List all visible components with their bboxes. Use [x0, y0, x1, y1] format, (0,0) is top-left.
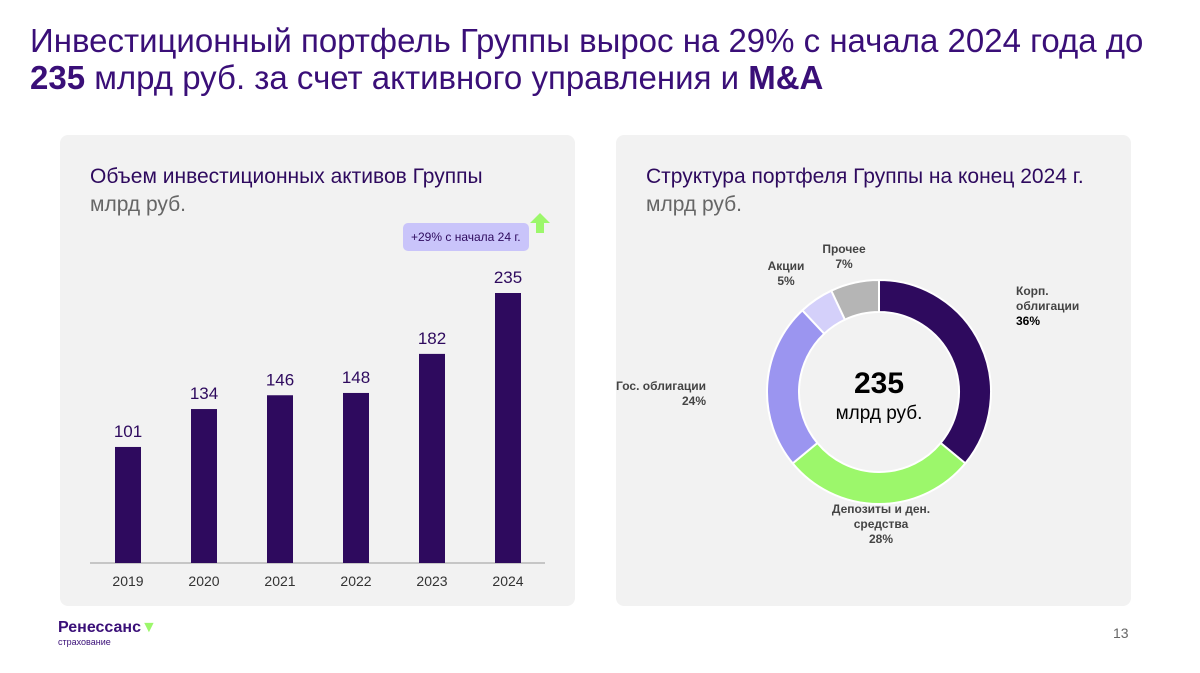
bar-value-label: 146 [266, 370, 294, 389]
up-arrow-icon [530, 213, 550, 233]
bar-chart-panel: Объем инвестиционных активов Группы млрд… [60, 135, 575, 606]
slice-label: Гос. облигации 24% [616, 379, 706, 408]
donut-slice [766, 308, 826, 465]
x-tick-label: 2020 [188, 573, 219, 589]
bar-value-label: 235 [494, 268, 522, 287]
slice-label-line: 5% [777, 274, 795, 288]
slice-label-line: Гос. облигации [616, 379, 706, 393]
slice-label-line: Корп. [1016, 284, 1049, 298]
donut-chart-unit: млрд руб. [646, 193, 743, 216]
slice-label: Акции 5% [768, 259, 805, 288]
donut-slice [829, 278, 880, 321]
donut-chart-title: Структура портфеля Группы на конец 2024 … [646, 165, 1084, 188]
x-tick-label: 2019 [112, 573, 143, 589]
bar-2022 [343, 392, 369, 563]
donut-chart-panel: Структура портфеля Группы на конец 2024 … [616, 135, 1131, 606]
company-logo: Ренессанс▼ страхование [58, 619, 157, 647]
slice-label-line: Прочее [822, 242, 866, 256]
bar-chart: 101 2019 134 2020 146 2021 148 2022 182 2023 235 20… [90, 268, 545, 589]
slice-label-line: средства [854, 517, 909, 531]
bar-value-label: 101 [114, 422, 142, 441]
bar-2020 [191, 409, 217, 563]
slice-label: Депозиты и ден. средства 28% [832, 502, 930, 546]
bar-value-label: 134 [190, 384, 218, 403]
bar-value-label: 182 [418, 329, 446, 348]
slice-label-line: 24% [682, 394, 706, 408]
x-tick-label: 2023 [416, 573, 447, 589]
bar-chart-unit: млрд руб. [90, 193, 187, 216]
slice-label: Корп. облигации 36% [1016, 284, 1079, 328]
bar-2019 [115, 446, 141, 563]
x-tick-label: 2022 [340, 573, 371, 589]
slice-label-line: Депозиты и ден. [832, 502, 930, 516]
page-number: 13 [1113, 625, 1129, 641]
slice-label: Прочее 7% [822, 242, 866, 271]
bar-chart-title: Объем инвестиционных активов Группы [90, 165, 483, 188]
slide-title: Инвестиционный портфель Группы вырос на … [30, 22, 1144, 96]
bar-2024 [495, 293, 521, 563]
bar-2021 [267, 395, 293, 563]
donut-center-value: 235 [853, 367, 905, 400]
slice-label-line: 7% [835, 257, 853, 271]
donut-chart: Корп. облигации 36% Депозиты и ден. средства… [616, 242, 1079, 546]
donut-slice [791, 441, 967, 505]
bar-value-label: 148 [342, 368, 370, 387]
bar-2023 [419, 353, 445, 563]
x-tick-label: 2021 [264, 573, 295, 589]
slice-label-line: облигации [1016, 299, 1079, 313]
slice-label-line: 36% [1016, 314, 1040, 328]
slice-label-line: 28% [869, 532, 893, 546]
x-tick-label: 2024 [492, 573, 523, 589]
growth-badge: +29% с начала 24 г. [403, 223, 529, 251]
slice-label-line: Акции [768, 259, 805, 273]
donut-center-unit: млрд руб. [835, 403, 923, 424]
